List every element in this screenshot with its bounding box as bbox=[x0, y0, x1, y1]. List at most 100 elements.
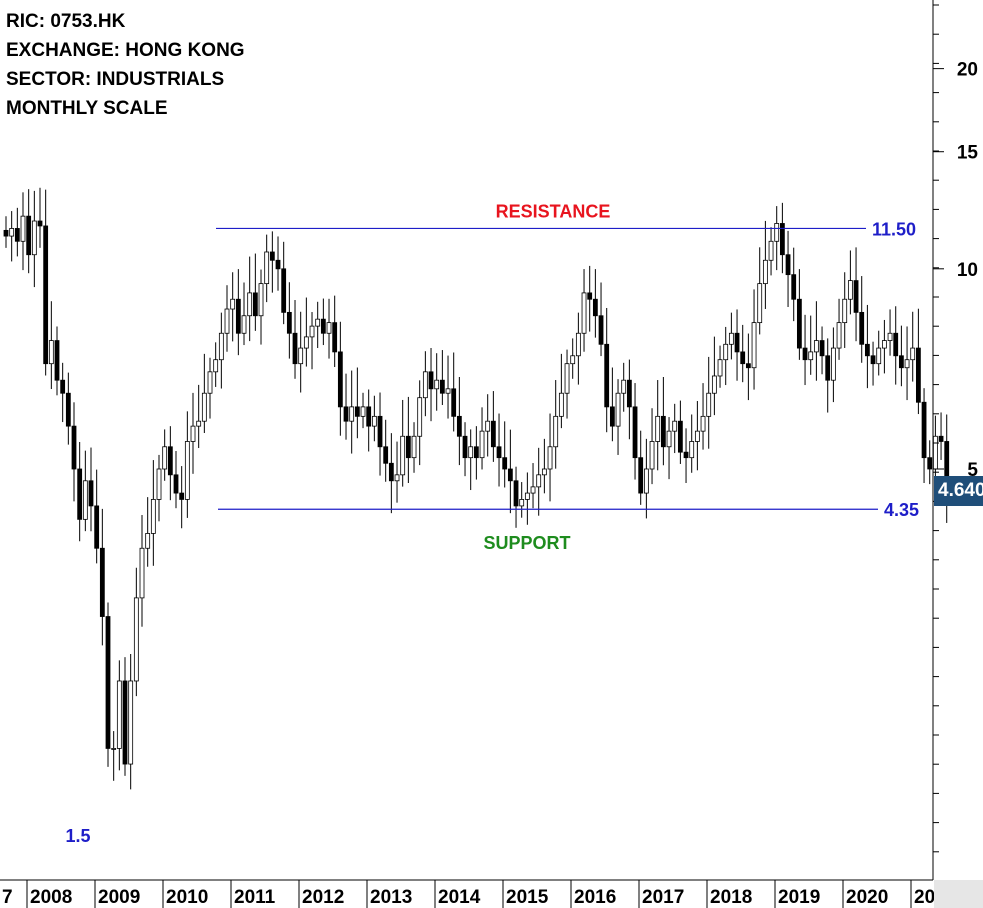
candle bbox=[281, 241, 287, 325]
candle-body-down bbox=[609, 406, 615, 427]
candle bbox=[360, 392, 366, 429]
candle-body-up bbox=[581, 292, 587, 334]
candle bbox=[218, 312, 224, 389]
candle-body-up bbox=[150, 499, 156, 534]
candle-body-down bbox=[269, 251, 275, 261]
candle-body-down bbox=[388, 462, 394, 482]
candle-body-up bbox=[723, 343, 729, 361]
candle bbox=[439, 350, 445, 406]
candle bbox=[485, 394, 491, 457]
candle bbox=[479, 407, 485, 470]
candle bbox=[383, 419, 389, 482]
candle bbox=[711, 336, 717, 416]
candle-body-down bbox=[3, 229, 9, 237]
candle-body-down bbox=[292, 332, 298, 365]
candle-body-down bbox=[37, 220, 43, 227]
candle bbox=[252, 253, 258, 331]
last-price-tag: 4.640 bbox=[934, 476, 983, 506]
candle bbox=[456, 376, 462, 466]
candle-body-up bbox=[575, 332, 581, 357]
axis-corner bbox=[934, 880, 983, 908]
candle bbox=[377, 392, 383, 476]
candle-body-up bbox=[133, 597, 139, 682]
candle bbox=[649, 408, 655, 485]
candle bbox=[802, 314, 808, 386]
candle-body-up bbox=[689, 441, 695, 459]
candle-body-down bbox=[632, 406, 638, 459]
candle bbox=[893, 306, 899, 385]
candle bbox=[677, 400, 683, 464]
candle-body-down bbox=[462, 435, 468, 459]
candle bbox=[706, 356, 712, 449]
x-tick-label: 2011 bbox=[234, 887, 276, 908]
candle bbox=[666, 417, 672, 480]
candle-body-down bbox=[71, 425, 77, 470]
candle-body-up bbox=[468, 446, 474, 459]
candle bbox=[207, 357, 213, 419]
candle-body-up bbox=[434, 379, 440, 390]
candle bbox=[904, 326, 910, 401]
candle-body-up bbox=[298, 347, 304, 365]
candle bbox=[530, 463, 536, 509]
candle-body-down bbox=[740, 351, 746, 365]
candle-body-up bbox=[842, 298, 848, 324]
candle bbox=[275, 236, 281, 291]
candle bbox=[292, 300, 298, 379]
candle-body-up bbox=[558, 392, 564, 417]
candle bbox=[184, 411, 190, 518]
candle bbox=[405, 396, 411, 484]
x-tick-label: 2019 bbox=[778, 887, 820, 908]
candle bbox=[71, 402, 77, 502]
x-tick-label: 2012 bbox=[302, 887, 344, 908]
candle-body-down bbox=[179, 492, 185, 500]
candle bbox=[655, 380, 661, 471]
candle-body-up bbox=[371, 415, 377, 427]
candle-body-up bbox=[20, 215, 26, 242]
candle-body-up bbox=[247, 292, 253, 317]
candle bbox=[502, 421, 508, 488]
candle-body-up bbox=[264, 251, 270, 285]
candle-body-up bbox=[258, 283, 264, 317]
candle-body-down bbox=[286, 311, 292, 334]
candle-body-up bbox=[116, 680, 122, 749]
x-tick-label: 2009 bbox=[98, 887, 140, 908]
candle-body-up bbox=[541, 468, 547, 476]
candle bbox=[768, 227, 774, 276]
candle-body-up bbox=[830, 347, 836, 381]
candle bbox=[366, 389, 372, 452]
candle bbox=[581, 269, 587, 352]
candle-body-up bbox=[700, 415, 706, 432]
candle-body-up bbox=[224, 308, 230, 334]
x-tick-label: 2016 bbox=[574, 887, 616, 908]
x-tick-label: 2013 bbox=[370, 887, 412, 908]
scale-label: MONTHLY SCALE bbox=[6, 98, 168, 119]
candle-body-down bbox=[332, 322, 338, 353]
candle bbox=[927, 440, 933, 485]
candle-body-down bbox=[26, 215, 32, 256]
candle-body-down bbox=[235, 298, 241, 334]
candle-body-up bbox=[156, 468, 162, 500]
candle bbox=[332, 295, 338, 368]
candle bbox=[615, 379, 621, 455]
candle-body-up bbox=[48, 340, 54, 365]
candle-body-up bbox=[349, 406, 355, 422]
candle-body-down bbox=[77, 468, 83, 520]
candle bbox=[286, 282, 292, 359]
candle-body-down bbox=[496, 446, 502, 459]
candle-body-up bbox=[615, 392, 621, 427]
candle-body-down bbox=[587, 292, 593, 300]
candle bbox=[105, 602, 111, 767]
candle-body-down bbox=[870, 355, 876, 365]
candle-body-down bbox=[859, 311, 865, 345]
candle-body-up bbox=[315, 318, 321, 327]
candle-body-down bbox=[734, 332, 740, 353]
candle bbox=[354, 367, 360, 439]
candle-body-up bbox=[394, 474, 400, 482]
candle-body-up bbox=[230, 298, 236, 310]
candle-body-down bbox=[598, 315, 604, 345]
candle-body-down bbox=[592, 298, 598, 317]
candle bbox=[99, 508, 105, 646]
candle bbox=[819, 326, 825, 375]
candle bbox=[870, 341, 876, 386]
candle-body-down bbox=[122, 680, 128, 765]
